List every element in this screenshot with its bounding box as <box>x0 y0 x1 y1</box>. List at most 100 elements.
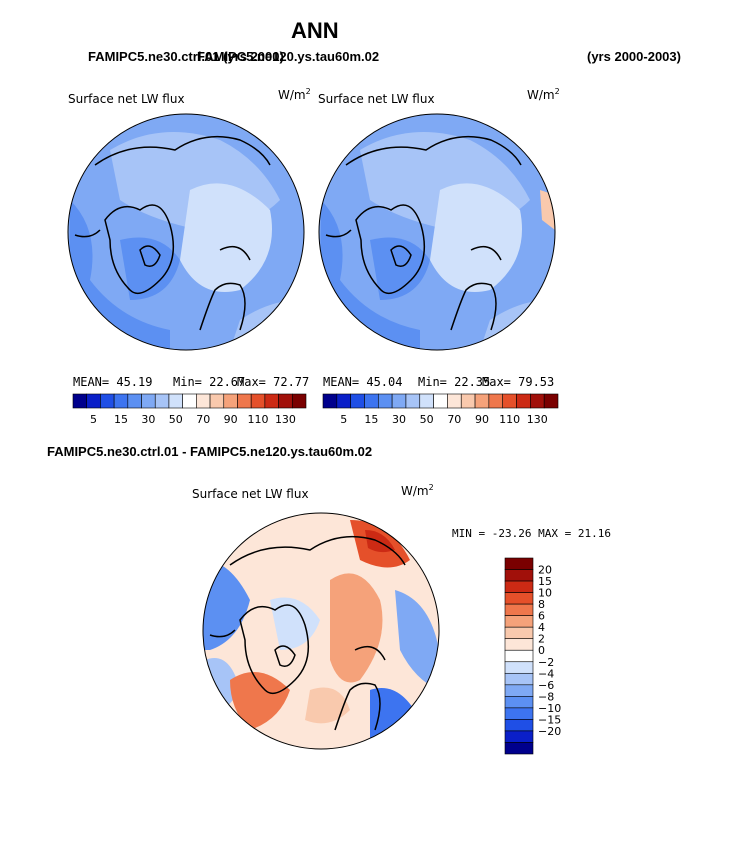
panel2-units: W/m2 <box>527 87 560 102</box>
panel2-colorbar-box <box>419 393 434 409</box>
panel2-colorbar-box <box>460 393 476 409</box>
panel3-colorbar-tick-label: 6 <box>538 610 545 623</box>
panel3-colorbar-box <box>504 707 534 720</box>
panel1-coastlines <box>74 135 271 331</box>
panel3-colorbar-box <box>504 672 534 686</box>
panel2-units-exp: 2 <box>554 87 560 96</box>
panel1-mean: MEAN= 45.19 <box>73 375 153 389</box>
panel2-colorbar-box <box>474 393 490 409</box>
panel1-units-exp: 2 <box>305 87 311 96</box>
panel2-colorbar-tick-label: 130 <box>527 413 548 426</box>
panel1-units-text: W/m <box>278 88 306 102</box>
panel1-colorbar-tick-label: 70 <box>196 413 210 426</box>
panel1-colorbar-tick-label: 5 <box>90 413 97 426</box>
panel2-map-border <box>318 113 556 351</box>
panel1-colorbar-tick-label: 90 <box>224 413 238 426</box>
panel3-colorbar-box <box>504 569 534 582</box>
panel3-colorbar-box <box>504 719 534 732</box>
panel2-colorbar: 5 15 30 50 70 90 110 130 <box>322 393 559 426</box>
panel2-colorbar-box <box>488 393 504 409</box>
panel3-variable: Surface net LW flux <box>192 487 309 501</box>
panel1-colorbar-box <box>182 393 197 409</box>
panel2-field <box>319 114 555 350</box>
panel3-colorbar-box <box>504 638 534 651</box>
panel3-colorbar-tick-label: −20 <box>538 725 561 738</box>
panel3-colorbar-box <box>504 557 534 570</box>
panel2-colorbar-box <box>447 393 462 409</box>
panel3-coastlines <box>209 535 406 731</box>
panel1-colorbar-box <box>141 393 156 409</box>
panel2-colorbar-box <box>516 393 531 409</box>
panel1-colorbar-tick-label: 30 <box>141 413 155 426</box>
panel1-case-label: FAMIPC5.ne30.ctrl.01 (yrs 2000) <box>88 49 284 64</box>
panel3-colorbar-box <box>504 580 534 593</box>
panel2-colorbar-tick-label: 90 <box>475 413 489 426</box>
panel2-colorbar-box <box>350 393 365 409</box>
panel1-colorbar-box <box>278 393 293 409</box>
panel1-colorbar: 5 15 30 50 70 90 110 130 <box>72 393 307 426</box>
panel1-colorbar-box <box>264 393 279 409</box>
panel1-colorbar-box <box>237 393 252 409</box>
panel3-minmax: MIN = -23.26 MAX = 21.16 <box>452 527 611 540</box>
panel3-colorbar-tick-label: −15 <box>538 713 561 726</box>
panel3-colorbar-tick-label: 10 <box>538 587 552 600</box>
panel3-colorbar-box <box>504 603 534 616</box>
panel2-coastlines <box>325 135 522 331</box>
panel1-colorbar-box <box>223 393 238 409</box>
panel3-colorbar-box <box>504 615 534 628</box>
panel3-field <box>203 513 439 749</box>
panel2-colorbar-box <box>377 393 393 409</box>
panel2-colorbar-box <box>405 393 421 409</box>
panel3-colorbar-box <box>504 649 534 663</box>
panel3-colorbar-tick-label: 20 <box>538 564 552 577</box>
panel2-colorbar-box <box>530 393 545 409</box>
panel3-colorbar-tick-label: 4 <box>538 621 545 634</box>
panel3-colorbar-tick-label: −8 <box>538 690 554 703</box>
panel3-colorbar-box <box>504 684 534 697</box>
panel3-colorbar-tick-label: 0 <box>538 644 545 657</box>
panel3-colorbar-tick-label: −4 <box>538 667 554 680</box>
panel1-colorbar-box <box>127 393 142 409</box>
panel1-field <box>68 114 304 350</box>
panel1-min: Min= 22.67 <box>173 375 246 389</box>
panel2-map <box>318 113 556 351</box>
panel3-colorbar-tick-label: 8 <box>538 598 545 611</box>
panel1-variable: Surface net LW flux <box>68 92 185 106</box>
panel2-mean: MEAN= 45.04 <box>323 375 403 389</box>
panel3-colorbar-tick-label: −2 <box>538 656 554 669</box>
panel3-colorbar-tick-label: 15 <box>538 575 552 588</box>
panel3-units: W/m2 <box>401 483 434 498</box>
panel1-map <box>67 113 305 351</box>
panel3-colorbar-box <box>504 696 534 709</box>
panel1-map-border <box>67 113 305 351</box>
panel1-colorbar-box <box>250 393 266 409</box>
panel1-colorbar-tick-label: 50 <box>169 413 183 426</box>
panel1-colorbar-box <box>196 393 211 409</box>
panel2-min: Min= 22.35 <box>418 375 491 389</box>
panel3-colorbar-tick-label: 2 <box>538 633 545 646</box>
panel3-map-border <box>202 512 440 750</box>
panel1-colorbar-box <box>113 393 129 409</box>
panel2-colorbar-box <box>543 393 559 409</box>
panel1-colorbar-tick-label: 130 <box>275 413 296 426</box>
panel2-colorbar-box <box>364 393 379 409</box>
panel1-colorbar-tick-label: 15 <box>114 413 128 426</box>
panel2-colorbar-box <box>322 393 338 409</box>
panel3-colorbar-tick-label: −10 <box>538 702 561 715</box>
panel1-colorbar-box <box>209 393 225 409</box>
panel1-colorbar-box <box>154 393 170 409</box>
panel3-colorbar-box <box>504 626 534 640</box>
panel3-colorbar-tick-label: −6 <box>538 679 554 692</box>
panel3-units-text: W/m <box>401 484 429 498</box>
panel3-map <box>202 512 440 750</box>
panel2-variable: Surface net LW flux <box>318 92 435 106</box>
panel2-colorbar-box <box>433 393 448 409</box>
panel3-colorbar-box <box>504 592 534 605</box>
panel3-units-exp: 2 <box>428 483 434 492</box>
panel1-units: W/m2 <box>278 87 311 102</box>
panel1-colorbar-box <box>168 393 183 409</box>
panel1-max: Max= 72.77 <box>237 375 310 389</box>
panel1-colorbar-box <box>72 393 88 409</box>
panel2-units-text: W/m <box>527 88 555 102</box>
panel1-colorbar-box <box>100 393 115 409</box>
